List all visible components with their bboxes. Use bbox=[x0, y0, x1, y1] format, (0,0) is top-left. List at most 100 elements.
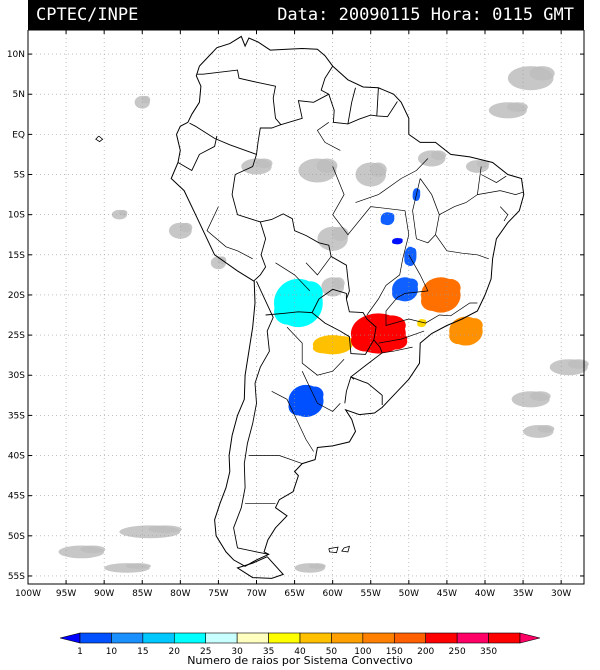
lat-tick-label: 45S bbox=[8, 492, 25, 502]
state-border bbox=[378, 330, 425, 344]
legend-label: 150 bbox=[386, 647, 403, 657]
legend-label: 30 bbox=[231, 647, 243, 657]
lon-tick-label: 65W bbox=[284, 589, 304, 599]
axis-ticks: 10N 5N EQ 5S 10S 15S 20S 25S 30S 35S 40S 45S 50S 55S 1… bbox=[7, 30, 584, 599]
cloud-patch bbox=[430, 150, 447, 161]
lon-tick-label: 95W bbox=[56, 589, 76, 599]
island bbox=[341, 545, 350, 553]
country-border bbox=[265, 288, 347, 316]
legend-swatch bbox=[331, 632, 364, 644]
lat-tick-label: 55S bbox=[8, 572, 25, 582]
cell-mt-darkblue bbox=[392, 237, 403, 245]
coastline-layer bbox=[95, 35, 525, 579]
country-border bbox=[347, 87, 356, 124]
lat-tick-label: EQ bbox=[12, 130, 25, 140]
lon-tick-label: 35W bbox=[513, 589, 533, 599]
cell-argentina-blue-lobe bbox=[306, 386, 324, 403]
cell-bolivia-cyan bbox=[274, 278, 323, 328]
legend-title: Numero de raios por Sistema Convectivo bbox=[187, 654, 413, 667]
lon-tick-label: 85W bbox=[132, 589, 152, 599]
state-border bbox=[332, 166, 410, 316]
lat-tick-label: 40S bbox=[8, 452, 25, 462]
cell-mt-darkblue-lobe bbox=[392, 240, 398, 245]
lat-tick-label: 10S bbox=[8, 211, 25, 221]
cloud-patch bbox=[476, 160, 490, 168]
state-border bbox=[316, 122, 341, 151]
cell-mt-blue bbox=[380, 212, 395, 226]
country-border bbox=[197, 69, 282, 155]
island bbox=[328, 546, 339, 554]
lon-tick-label: 50W bbox=[399, 589, 419, 599]
state-border bbox=[382, 346, 413, 354]
cell-go-blue bbox=[404, 246, 417, 267]
map-panel: 10N 5N EQ 5S 10S 15S 20S 25S 30S 35S 40S 45S 50S 55S 1… bbox=[7, 30, 589, 657]
lon-tick-label: 90W bbox=[94, 589, 114, 599]
legend-label: 250 bbox=[449, 647, 466, 657]
legend-label: 40 bbox=[294, 647, 306, 657]
cell-minas-orange-lobe bbox=[440, 279, 461, 297]
legend-swatch bbox=[173, 632, 207, 644]
cell-mt-blue-lobe bbox=[380, 217, 389, 225]
lon-tick-label: 60W bbox=[322, 589, 342, 599]
lat-tick-label: 25S bbox=[8, 331, 25, 341]
lon-tick-label: 100W bbox=[15, 589, 41, 599]
lat-tick-label: 35S bbox=[8, 411, 25, 421]
legend-swatch bbox=[205, 632, 238, 644]
lat-tick-label: 20S bbox=[8, 291, 25, 301]
legend-swatch bbox=[299, 632, 332, 644]
state-border bbox=[286, 326, 345, 376]
lat-tick-label: 15S bbox=[8, 251, 25, 261]
state-border bbox=[439, 166, 482, 216]
legend-swatch bbox=[268, 632, 301, 644]
state-border bbox=[301, 371, 341, 412]
legend-label: 15 bbox=[137, 647, 148, 657]
legend-arrow-right bbox=[519, 632, 541, 644]
legend-label: 35 bbox=[263, 647, 274, 657]
cell-ms-blue-lobe bbox=[392, 286, 407, 301]
cloud-patch bbox=[537, 425, 555, 433]
legend-label: 50 bbox=[326, 647, 338, 657]
cell-parana-red-lobe bbox=[395, 334, 408, 343]
lon-tick-label: 70W bbox=[246, 589, 266, 599]
lon-tick-label: 80W bbox=[170, 589, 190, 599]
legend-label: 10 bbox=[106, 647, 118, 657]
country-border bbox=[311, 298, 377, 355]
cloud-patch bbox=[331, 226, 349, 242]
lon-tick-label: 55W bbox=[361, 589, 381, 599]
country-border bbox=[280, 65, 334, 126]
cloud-layer bbox=[58, 66, 589, 573]
state-border bbox=[412, 178, 440, 244]
state-border bbox=[275, 262, 311, 292]
state-border bbox=[271, 390, 314, 452]
cell-argentina-north-lobe bbox=[332, 336, 353, 346]
legend-swatch bbox=[362, 632, 395, 644]
coastline bbox=[170, 35, 525, 567]
cell-bolivia-cyan-lobe bbox=[298, 281, 323, 306]
state-border bbox=[206, 206, 253, 260]
convective-systems-layer bbox=[274, 188, 483, 417]
cloud-patch bbox=[529, 66, 555, 81]
cell-argentina-north bbox=[312, 335, 353, 355]
country-border bbox=[344, 376, 352, 404]
state-border bbox=[435, 234, 489, 260]
lat-tick-label: 50S bbox=[8, 532, 25, 542]
color-legend: 1 10 15 20 25 30 35 40 50 100 150 200 250 350 bbox=[59, 632, 541, 657]
cell-argentina-blue bbox=[288, 384, 324, 417]
cloud-patch bbox=[179, 222, 193, 233]
country-border bbox=[328, 94, 398, 125]
map-frame bbox=[27, 30, 585, 585]
legend-label: 1 bbox=[77, 647, 83, 657]
state-border bbox=[305, 256, 332, 276]
legend-label: 350 bbox=[480, 647, 497, 657]
tierra-del-fuego bbox=[236, 556, 285, 579]
cloud-patch bbox=[125, 563, 152, 569]
country-border bbox=[260, 213, 350, 300]
state-border bbox=[355, 158, 429, 203]
lon-tick-label: 30W bbox=[551, 589, 571, 599]
cloud-patch bbox=[255, 158, 273, 169]
cloud-patch bbox=[332, 277, 345, 289]
legend-swatch bbox=[488, 632, 521, 644]
cloud-patch bbox=[316, 158, 338, 173]
country-border bbox=[233, 281, 274, 555]
cell-go-blue-lobe bbox=[410, 247, 417, 258]
